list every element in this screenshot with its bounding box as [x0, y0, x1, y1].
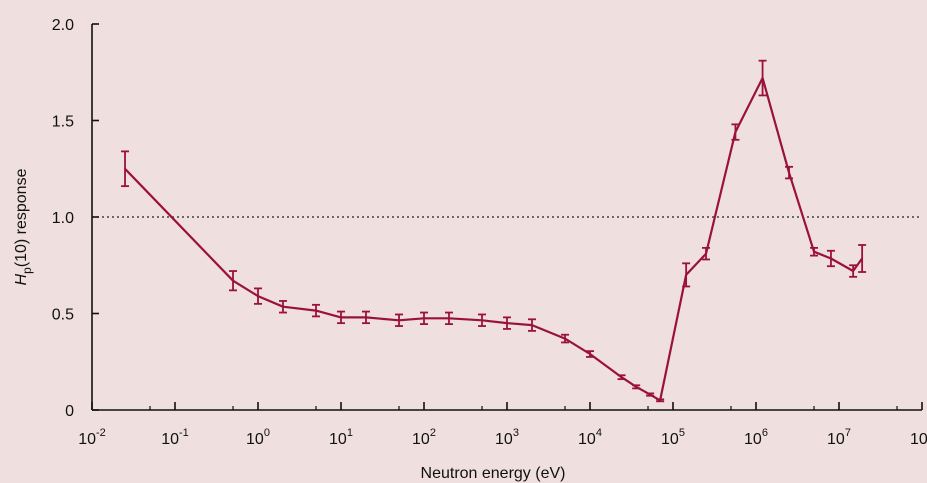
- x-tick-label-9: 107: [827, 427, 851, 448]
- series-0-line: [124, 76, 863, 402]
- y-ticks: 0 0.5 1.0 1.5 2.0: [52, 17, 99, 420]
- x-tick-label-5: 103: [495, 427, 519, 448]
- y-tick-label-1: 0.5: [52, 307, 74, 324]
- y-axis-title-subscript: p: [20, 267, 34, 274]
- x-ticks: 10-2 10-1 100 101 102 103 104 105 106 107 108: [78, 402, 927, 448]
- x-tick-label-10: 108: [910, 427, 927, 448]
- x-tick-label-1: 10-1: [161, 427, 189, 448]
- data-point-14: [586, 350, 594, 358]
- x-tick-label-8: 106: [744, 427, 768, 448]
- data-point-10: [478, 313, 487, 327]
- data-point-21: [731, 123, 740, 141]
- data-point-27: [858, 244, 867, 273]
- y-tick-label-0: 0: [65, 403, 74, 420]
- data-point-6: [361, 310, 370, 325]
- y-tick-label-4: 2.0: [52, 17, 74, 34]
- y-axis-title-symbol: H: [13, 273, 30, 285]
- data-point-8: [420, 311, 428, 326]
- data-point-20: [702, 246, 711, 261]
- data-point-16: [632, 384, 641, 390]
- x-tick-label-3: 101: [329, 427, 353, 448]
- y-tick-label-3: 1.5: [52, 114, 74, 131]
- data-point-13: [561, 333, 570, 344]
- data-point-12: [527, 318, 536, 332]
- data-point-18: [656, 398, 665, 403]
- series-group: [121, 59, 867, 403]
- data-point-17: [646, 392, 655, 397]
- data-point-2: [254, 287, 262, 305]
- y-axis-title-rest: (10) response: [13, 168, 30, 267]
- data-point-4: [312, 303, 321, 318]
- data-point-26: [849, 264, 858, 278]
- data-point-25: [826, 249, 835, 268]
- data-point-1: [229, 270, 238, 292]
- y-tick-label-2: 1.0: [52, 210, 74, 227]
- data-point-7: [395, 313, 404, 327]
- data-point-11: [503, 316, 511, 330]
- data-point-0: [121, 150, 130, 188]
- data-point-5: [337, 310, 345, 325]
- data-point-22: [758, 59, 767, 97]
- data-point-3: [278, 300, 287, 314]
- x-tick-label-7: 105: [661, 427, 685, 448]
- x-tick-label-6: 104: [578, 427, 602, 448]
- data-point-23: [785, 165, 794, 180]
- data-point-19: [682, 262, 691, 288]
- data-point-24: [810, 246, 819, 257]
- x-tick-label-2: 100: [246, 427, 270, 448]
- y-axis-title: Hp(10) response: [13, 168, 34, 285]
- x-axis-title: Neutron energy (eV): [421, 465, 566, 482]
- data-point-9: [444, 311, 453, 326]
- x-tick-label-4: 102: [412, 427, 436, 448]
- data-point-15: [617, 374, 626, 381]
- x-tick-label-0: 10-2: [78, 427, 106, 448]
